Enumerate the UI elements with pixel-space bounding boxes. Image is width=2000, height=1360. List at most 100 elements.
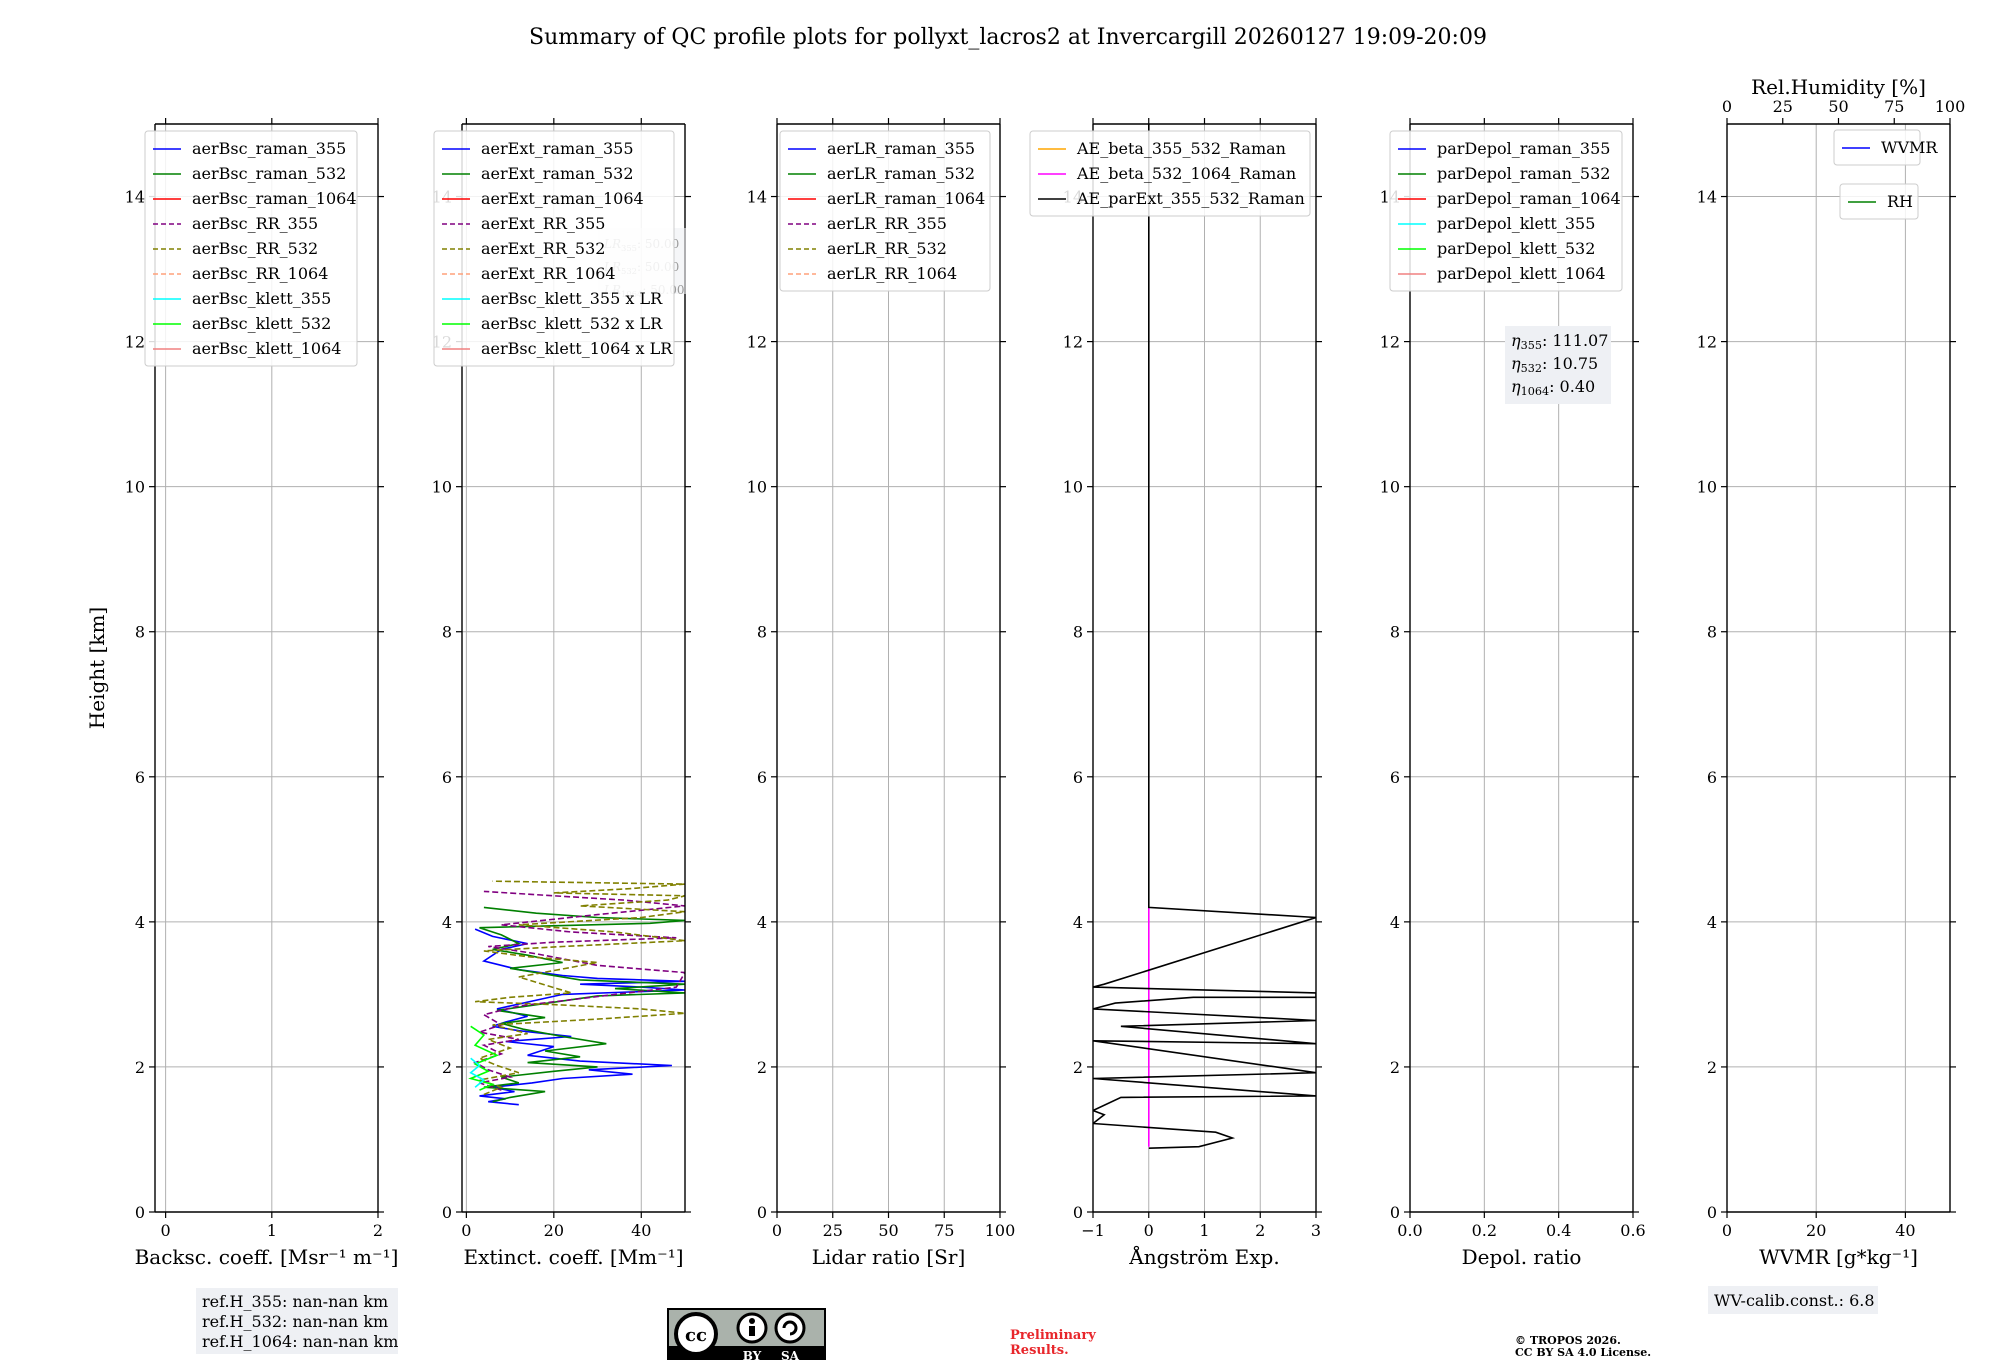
y-tick-label: 8 [442, 623, 452, 642]
preliminary-label-line2: Results. [1010, 1343, 1069, 1358]
wv-calib-box: WV-calib.const.: 6.8 [1708, 1286, 1878, 1314]
legend-label-aerbsc-klett-1064: aerBsc_klett_1064 [192, 339, 341, 358]
x-axis-label: Lidar ratio [Sr] [812, 1245, 966, 1269]
legend-label-ae-beta-355-532-raman: AE_beta_355_532_Raman [1076, 139, 1286, 158]
y-tick-label: 8 [757, 623, 767, 642]
cc-logo-text: cc [685, 1325, 707, 1346]
annotation-background [1505, 326, 1611, 404]
legend-frame [433, 130, 675, 367]
y-tick-label: 10 [1380, 478, 1400, 497]
x-tick-label: 0 [1722, 1221, 1732, 1240]
legend-frame [1833, 129, 1921, 166]
x-axis-label: Backsc. coeff. [Msr⁻¹ m⁻¹] [135, 1245, 399, 1269]
x-tick-label: 0.0 [1397, 1221, 1422, 1240]
legend-label-aerext-rr-532: aerExt_RR_532 [481, 239, 605, 258]
x-tick-label: 20 [1806, 1221, 1826, 1240]
y-tick-label: 2 [1390, 1058, 1400, 1077]
y-tick-label: 6 [1073, 768, 1083, 787]
x-tick-label: 0 [1144, 1221, 1154, 1240]
legend-wvmr: WVMR [1833, 129, 1938, 166]
y-tick-label: 4 [442, 913, 452, 932]
preliminary-label-line1: Preliminary [1010, 1328, 1096, 1343]
y-tick-label: 4 [1390, 913, 1400, 932]
x-tick-label: 40 [1895, 1221, 1915, 1240]
y-tick-label: 2 [757, 1058, 767, 1077]
ref-height-355: ref.H_355: nan-nan km [202, 1292, 388, 1311]
legend-rh: RH [1839, 183, 1919, 220]
x-tick-label: 0 [772, 1221, 782, 1240]
x-tick-label: 0 [461, 1221, 471, 1240]
y-tick-label: 2 [1073, 1058, 1083, 1077]
legend-label-aerext-rr-355: aerExt_RR_355 [481, 214, 605, 233]
y-tick-label: 12 [1380, 333, 1400, 352]
panel-4: −1012302468101214Ångström Exp.AE_beta_35… [1029, 118, 1322, 1269]
series-aerbsc-klett-355-x-lr [469, 1057, 486, 1088]
legend: aerExt_raman_355 aerExt_raman_532 aerExt_r… [433, 130, 675, 367]
legend-label-aerbsc-rr-1064: aerBsc_RR_1064 [192, 264, 328, 283]
y-tick-label: 0 [1707, 1203, 1717, 1222]
y-tick-label: 0 [135, 1203, 145, 1222]
x-tick-label: 2 [373, 1221, 383, 1240]
x-tick-label: 3 [1311, 1221, 1321, 1240]
y-tick-label: 8 [1707, 623, 1717, 642]
y-tick-label: 6 [757, 768, 767, 787]
top-x-tick-label: 75 [1884, 97, 1904, 116]
legend-label-aerbsc-klett-532-x-lr: aerBsc_klett_532 x LR [481, 314, 663, 333]
x-axis-label: Extinct. coeff. [Mm⁻¹] [463, 1245, 683, 1269]
figure-title: Summary of QC profile plots for pollyxt_… [529, 25, 1487, 50]
legend-label-aerlr-raman-1064: aerLR_raman_1064 [827, 189, 985, 208]
legend-label-aerlr-rr-1064: aerLR_RR_1064 [827, 264, 957, 283]
panel-2: 0204002468101214Extinct. coeff. [Mm⁻¹]LR… [432, 118, 691, 1269]
legend-label-aerext-raman-355: aerExt_raman_355 [481, 139, 634, 158]
x-tick-label: 100 [985, 1221, 1016, 1240]
panel-6: 0 20 40 0 2 4 6 8 10 12 14 WVMR [g*kg⁻¹] 0 25 50 75 100 R… [1697, 75, 1966, 1269]
y-tick-label: 12 [1697, 333, 1717, 352]
x-tick-label: 0.2 [1472, 1221, 1497, 1240]
legend-label-aerext-raman-532: aerExt_raman_532 [481, 164, 634, 183]
y-tick-label: 6 [442, 768, 452, 787]
x-tick-label: 2 [1255, 1221, 1265, 1240]
series-group [1093, 124, 1316, 1149]
top-axis-label: Rel.Humidity [%] [1751, 75, 1926, 99]
top-x-tick-label: 25 [1773, 97, 1793, 116]
legend-label-aerbsc-klett-1064-x-lr: aerBsc_klett_1064 x LR [481, 339, 673, 358]
by-label: BY [743, 1349, 762, 1360]
legend: aerLR_raman_355 aerLR_raman_532 aerLR_rama… [779, 130, 991, 292]
legend: parDepol_raman_355 parDepol_raman_532 parD… [1389, 130, 1623, 292]
x-axis-label: Ångström Exp. [1128, 1244, 1279, 1269]
y-tick-label: 4 [1073, 913, 1083, 932]
legend-label-ae-beta-532-1064-raman: AE_beta_532_1064_Raman [1076, 164, 1296, 183]
x-tick-label: 20 [544, 1221, 564, 1240]
sa-icon [774, 1312, 806, 1344]
legend-frame [1389, 130, 1623, 292]
y-tick-label: 0 [757, 1203, 767, 1222]
x-axis-label: WVMR [g*kg⁻¹] [1759, 1245, 1918, 1269]
top-x-tick-label: 0 [1722, 97, 1732, 116]
x-tick-label: 1 [267, 1221, 277, 1240]
legend-label-aerbsc-rr-532: aerBsc_RR_532 [192, 239, 318, 258]
y-tick-label: 4 [757, 913, 767, 932]
legend-label-aerlr-rr-355: aerLR_RR_355 [827, 214, 947, 233]
annotation-line: η532: 10.75 [1511, 354, 1598, 375]
legend: aerBsc_raman_355 aerBsc_raman_532 aerBsc_r… [144, 130, 358, 367]
y-tick-label: 0 [1390, 1203, 1400, 1222]
y-tick-label: 10 [1063, 478, 1083, 497]
series-aerext-rr-355 [473, 890, 685, 1091]
legend: AE_beta_355_532_Raman AE_beta_532_1064_Ra… [1029, 130, 1311, 217]
series-aerext-rr-532 [475, 880, 685, 1096]
x-tick-label: 0.6 [1620, 1221, 1645, 1240]
y-tick-label: 2 [135, 1058, 145, 1077]
ref-heights-box: ref.H_355: nan-nan km ref.H_532: nan-nan… [196, 1288, 398, 1354]
copyright-line2: CC BY SA 4.0 License. [1515, 1346, 1651, 1359]
legend-frame [144, 130, 358, 367]
legend-label-pardepol-raman-355: parDepol_raman_355 [1437, 139, 1610, 158]
legend-label-aerbsc-raman-1064: aerBsc_raman_1064 [192, 189, 357, 208]
x-tick-label: 50 [878, 1221, 898, 1240]
y-tick-label: 10 [747, 478, 767, 497]
x-tick-label: 40 [631, 1221, 651, 1240]
x-tick-label: 1 [1199, 1221, 1209, 1240]
legend-label-ae-parext-355-532-raman: AE_parExt_355_532_Raman [1076, 189, 1305, 208]
y-tick-label: 8 [1073, 623, 1083, 642]
